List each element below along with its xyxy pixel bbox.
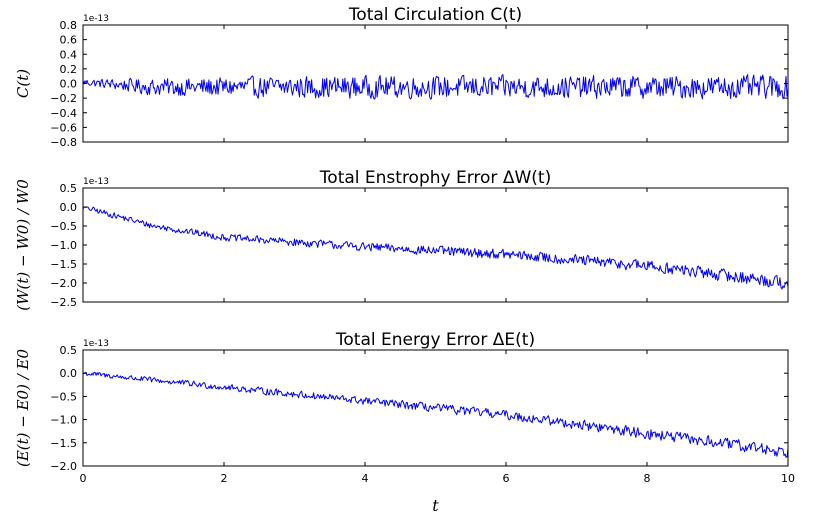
chart-panel-2: −2.5 −2.0 −1.5 −1.0 −0.5 0.0 0.5 1e-13 Total Ens…	[14, 168, 789, 311]
x-tick-label: 2	[221, 472, 228, 485]
y-tick-label: 0.2	[60, 63, 78, 76]
y-tick-label: −1.5	[50, 437, 77, 450]
offset-text: 1e-13	[83, 339, 109, 349]
x-tick-label: 0	[80, 472, 87, 485]
chart-panel-1: −0.8 −0.6−0.4 −0.20.0 0.2 0.40.6 0.8 1e-13 Tota…	[14, 5, 789, 149]
y-tick-label: 0.0	[60, 367, 78, 380]
x-axis-label: t	[432, 496, 439, 515]
chart-title: Total Enstrophy Error ΔW(t)	[319, 168, 551, 188]
axes-frame	[82, 349, 789, 467]
offset-text: 1e-13	[83, 14, 109, 24]
y-tick-label: 0.5	[60, 182, 78, 195]
y-axis-label: (E(t) − E0) / E0	[14, 349, 32, 468]
y-tick-label: −0.5	[50, 220, 77, 233]
y-tick-label: −2.0	[50, 460, 77, 473]
y-axis-label: C(t)	[14, 69, 32, 98]
y-tick-label: −0.5	[50, 390, 77, 403]
y-tick-label: 0.4	[60, 48, 78, 61]
y-tick-label: −0.6	[50, 121, 77, 134]
x-tick-label: 10	[781, 472, 795, 485]
chart-title: Total Energy Error ΔE(t)	[335, 330, 535, 350]
y-tick-label: 0.6	[60, 34, 78, 47]
chart-title: Total Circulation C(t)	[348, 5, 522, 25]
offset-text: 1e-13	[83, 177, 109, 187]
y-tick-label: −1.5	[50, 258, 77, 271]
y-axis-label: (W(t) − W0) / W0	[14, 179, 32, 311]
y-tick-label: 0.0	[60, 201, 78, 214]
y-tick-label: −1.0	[50, 239, 77, 252]
y-tick-label: −0.2	[50, 92, 77, 105]
y-tick-label: 0.5	[60, 344, 78, 357]
y-tick-label: −2.0	[50, 277, 77, 290]
series-line	[82, 206, 789, 290]
y-tick-label: −0.4	[50, 107, 77, 120]
y-tick-label: −1.0	[50, 414, 77, 427]
y-tick-label: −0.8	[50, 136, 77, 149]
y-tick-label: 0.0	[60, 78, 78, 91]
series-line	[82, 74, 789, 100]
x-tick-label: 8	[644, 472, 651, 485]
chart-panel-3: −2.0 −1.5 −1.0 −0.5 0.0 0.5 0 2 4 6 8 10 1e-13 Total …	[14, 330, 795, 515]
y-tick-label: 0.8	[60, 19, 78, 32]
x-tick-label: 4	[362, 472, 369, 485]
series-line	[82, 371, 789, 458]
x-tick-label: 6	[503, 472, 510, 485]
axes-frame	[82, 187, 789, 303]
y-tick-label: −2.5	[50, 296, 77, 309]
